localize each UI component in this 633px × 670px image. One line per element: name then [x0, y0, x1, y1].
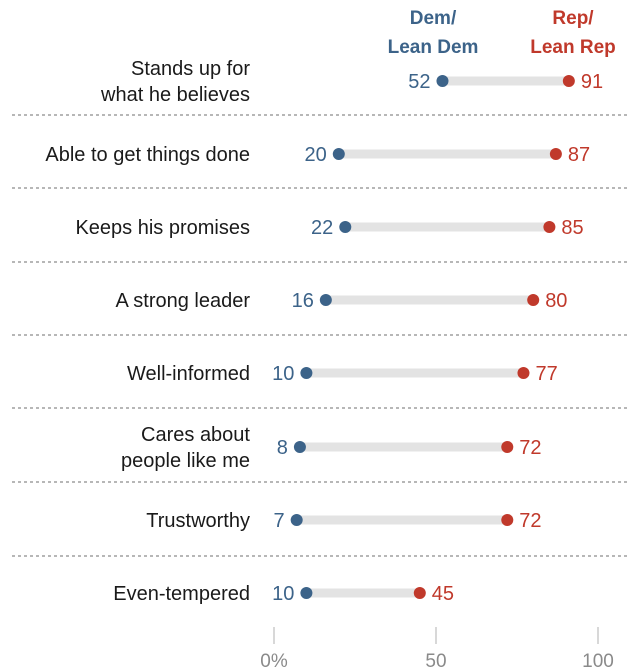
dem-dot — [300, 587, 313, 599]
dem-value-label: 7 — [274, 510, 285, 532]
legend-rep-line1: Rep/ — [552, 8, 594, 29]
dem-dot — [290, 514, 303, 526]
dem-dot — [319, 294, 332, 306]
chart-row: Cares about people like me 8 72 — [121, 424, 541, 472]
rep-dot — [517, 367, 530, 379]
category-label: Keeps his promises — [75, 217, 250, 239]
rep-dot — [501, 514, 514, 526]
rep-value-label: 77 — [535, 363, 557, 385]
dem-value-label: 52 — [408, 71, 430, 93]
legend: Dem/ Lean Dem Rep/ Lean Rep — [388, 8, 616, 58]
chart-row: Stands up for what he believes 52 91 — [100, 58, 603, 106]
chart-row: Trustworthy 7 72 — [146, 510, 541, 532]
category-label: what he believes — [100, 84, 250, 106]
dem-dot — [339, 221, 352, 233]
rep-value-label: 80 — [545, 290, 567, 312]
legend-dem-line1: Dem/ — [410, 8, 457, 29]
rep-value-label: 87 — [568, 144, 590, 166]
category-label: Able to get things done — [45, 144, 250, 166]
chart-row: Well-informed 10 77 — [127, 363, 558, 385]
chart-row: Even-tempered 10 45 — [113, 583, 454, 605]
category-label: Cares about — [141, 424, 250, 446]
dem-value-label: 20 — [305, 144, 327, 166]
rep-value-label: 45 — [432, 583, 454, 605]
rep-dot — [501, 441, 514, 453]
category-label: A strong leader — [115, 290, 250, 312]
dem-dot — [436, 75, 449, 87]
rep-value-label: 85 — [561, 217, 583, 239]
chart-row: A strong leader 16 80 — [115, 290, 567, 312]
x-tick-label: 0% — [260, 651, 288, 670]
dem-value-label: 8 — [277, 437, 288, 459]
rep-dot — [413, 587, 426, 599]
x-axis: 0% 50 100 — [260, 627, 614, 670]
x-tick-label: 50 — [425, 651, 446, 670]
dem-value-label: 22 — [311, 217, 333, 239]
rep-dot — [562, 75, 575, 87]
dem-value-label: 10 — [272, 363, 294, 385]
dem-value-label: 16 — [292, 290, 314, 312]
rep-value-label: 91 — [581, 71, 603, 93]
rep-dot — [549, 148, 562, 160]
chart-row: Able to get things done 20 87 — [45, 144, 590, 166]
legend-rep-line2: Lean Rep — [530, 37, 616, 58]
rep-value-label: 72 — [519, 510, 541, 532]
dem-dot — [300, 367, 313, 379]
chart-row: Keeps his promises 22 85 — [75, 217, 583, 239]
dem-dot — [332, 148, 345, 160]
category-label: people like me — [121, 450, 250, 472]
category-label: Trustworthy — [146, 510, 250, 532]
category-label: Well-informed — [127, 363, 250, 385]
rep-value-label: 72 — [519, 437, 541, 459]
chart-rows: Stands up for what he believes 52 91 Able to… — [12, 58, 628, 605]
x-tick-label: 100 — [582, 651, 614, 670]
legend-dem-line2: Lean Dem — [388, 37, 479, 58]
rep-dot — [543, 221, 556, 233]
dem-value-label: 10 — [272, 583, 294, 605]
dem-dot — [293, 441, 306, 453]
category-label: Even-tempered — [113, 583, 250, 605]
category-label: Stands up for — [131, 58, 250, 80]
rep-dot — [527, 294, 540, 306]
